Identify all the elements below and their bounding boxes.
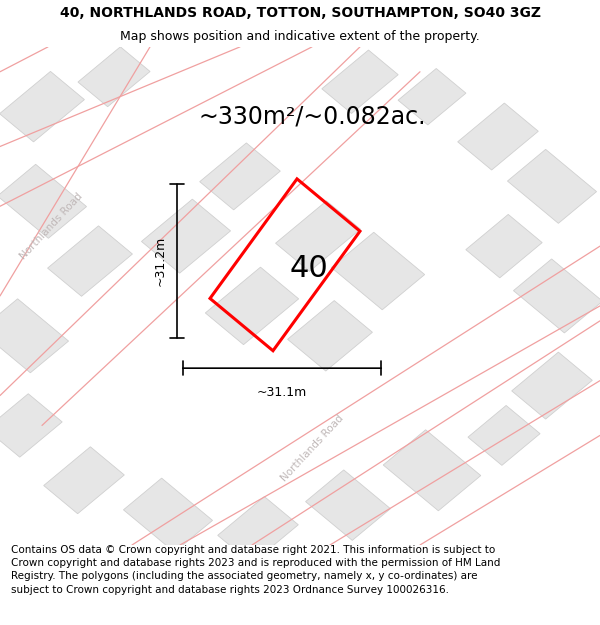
Polygon shape — [468, 406, 540, 466]
Polygon shape — [287, 301, 373, 371]
Text: Contains OS data © Crown copyright and database right 2021. This information is : Contains OS data © Crown copyright and d… — [11, 545, 500, 594]
Polygon shape — [514, 259, 600, 333]
Text: ~31.2m: ~31.2m — [154, 236, 167, 286]
Polygon shape — [0, 164, 86, 238]
Polygon shape — [508, 149, 596, 223]
Polygon shape — [305, 470, 391, 541]
Polygon shape — [78, 47, 150, 107]
Text: ~31.1m: ~31.1m — [257, 386, 307, 399]
Text: 40, NORTHLANDS ROAD, TOTTON, SOUTHAMPTON, SO40 3GZ: 40, NORTHLANDS ROAD, TOTTON, SOUTHAMPTON… — [59, 6, 541, 20]
Text: Northlands Road: Northlands Road — [18, 191, 84, 261]
Polygon shape — [0, 394, 62, 457]
Polygon shape — [205, 267, 299, 344]
Polygon shape — [331, 232, 425, 310]
Polygon shape — [44, 447, 124, 514]
Polygon shape — [142, 199, 230, 273]
Polygon shape — [458, 103, 538, 170]
Polygon shape — [383, 430, 481, 511]
Polygon shape — [124, 478, 212, 552]
Polygon shape — [0, 71, 85, 142]
Text: Map shows position and indicative extent of the property.: Map shows position and indicative extent… — [120, 30, 480, 43]
Polygon shape — [322, 50, 398, 114]
Polygon shape — [47, 226, 133, 296]
Polygon shape — [398, 69, 466, 125]
Polygon shape — [218, 497, 298, 564]
Text: 40: 40 — [290, 254, 328, 283]
Polygon shape — [466, 214, 542, 278]
Polygon shape — [0, 299, 68, 372]
Polygon shape — [512, 352, 592, 419]
Polygon shape — [275, 201, 361, 271]
Text: ~330m²/~0.082ac.: ~330m²/~0.082ac. — [198, 104, 426, 129]
Text: Northlands Road: Northlands Road — [279, 412, 345, 483]
Polygon shape — [200, 143, 280, 210]
